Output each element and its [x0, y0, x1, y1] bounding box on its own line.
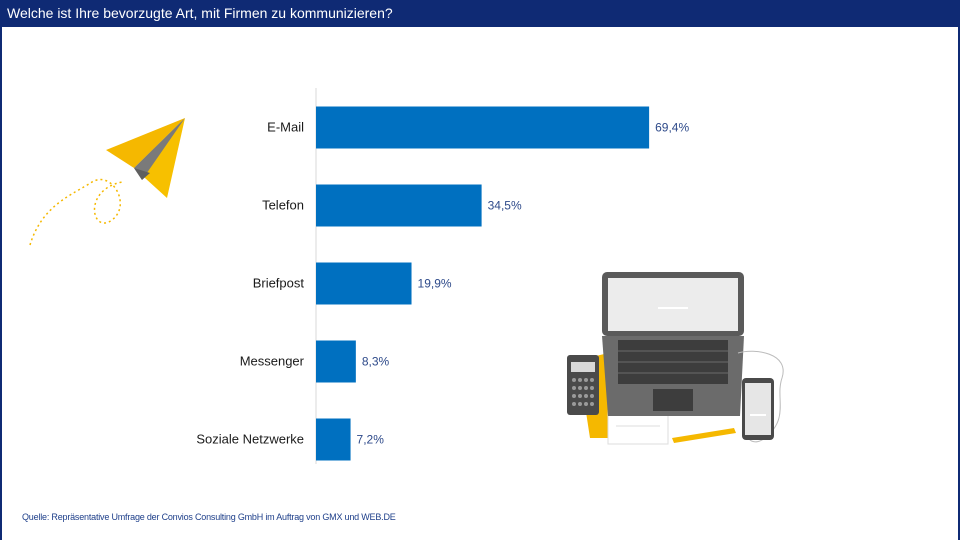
chart-title: Welche ist Ihre bevorzugte Art, mit Firm… — [7, 5, 393, 21]
frame-right-border — [958, 27, 960, 540]
value-label-2: 19,9% — [418, 277, 452, 291]
paper-plane-icon — [29, 118, 185, 246]
bar-0 — [316, 106, 650, 149]
category-label-2: Briefpost — [253, 276, 305, 291]
value-label-1: 34,5% — [488, 199, 522, 213]
frame-left-border — [0, 27, 2, 540]
bar-1 — [316, 184, 482, 227]
title-bar: Welche ist Ihre bevorzugte Art, mit Firm… — [0, 0, 960, 27]
category-label-0: E-Mail — [267, 120, 304, 135]
category-label-3: Messenger — [240, 354, 305, 369]
laptop-calculator-phone-icon — [567, 272, 784, 445]
value-label-0: 69,4% — [655, 121, 689, 135]
category-label-1: Telefon — [262, 198, 304, 213]
bar-2 — [316, 262, 412, 305]
bar-4 — [316, 418, 351, 461]
value-label-4: 7,2% — [357, 433, 385, 447]
source-note: Quelle: Repräsentative Umfrage der Convi… — [22, 512, 396, 522]
category-label-4: Soziale Netzwerke — [196, 432, 304, 447]
bar-3 — [316, 340, 356, 383]
value-label-3: 8,3% — [362, 355, 390, 369]
